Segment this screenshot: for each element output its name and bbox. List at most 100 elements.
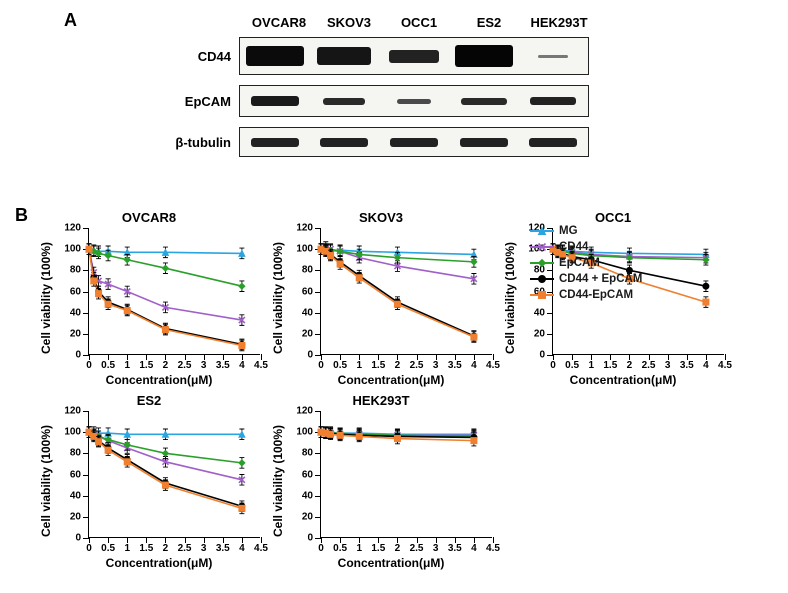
blot-band xyxy=(530,97,576,105)
panel-b-label: B xyxy=(15,205,28,226)
legend-swatch xyxy=(530,257,554,269)
x-tick-label: 0 xyxy=(86,360,92,371)
blot-lane xyxy=(449,38,519,74)
x-tick-label: 2.5 xyxy=(642,360,656,371)
blot-lane xyxy=(310,86,380,116)
blot-band xyxy=(251,96,299,106)
y-tick-label: 120 xyxy=(64,223,81,234)
x-tick-label: 0.5 xyxy=(333,543,347,554)
blot-col-header: HEK293T xyxy=(524,15,594,30)
y-tick-label: 20 xyxy=(70,511,81,522)
legend-label: EpCAM xyxy=(559,257,600,269)
blot-band xyxy=(455,45,513,67)
x-axis-label: Concentration(μM) xyxy=(50,373,268,387)
y-tick-label: 80 xyxy=(70,448,81,459)
x-tick-label: 4.5 xyxy=(254,543,268,554)
x-tick-label: 2.5 xyxy=(410,360,424,371)
x-tick-label: 3.5 xyxy=(680,360,694,371)
plot-area: 02040608010012000.511.522.533.544.5 xyxy=(88,228,260,355)
x-tick-label: 2 xyxy=(395,360,401,371)
blot-headers: OVCAR8SKOV3OCC1ES2HEK293T xyxy=(244,15,594,30)
blot-lane xyxy=(240,38,310,74)
legend-item: CD44 + EpCAM xyxy=(530,273,642,285)
blot-lane xyxy=(379,38,449,74)
y-tick-label: 100 xyxy=(64,244,81,255)
x-tick-label: 4.5 xyxy=(718,360,732,371)
legend-item: CD44-EpCAM xyxy=(530,289,642,301)
x-tick-label: 2.5 xyxy=(178,360,192,371)
blot-lane xyxy=(379,128,449,156)
blot-row: EpCAM xyxy=(174,85,589,117)
y-tick-label: 40 xyxy=(534,307,545,318)
y-tick-label: 100 xyxy=(296,427,313,438)
y-tick-label: 80 xyxy=(302,265,313,276)
x-tick-label: 4 xyxy=(471,360,477,371)
y-tick-label: 100 xyxy=(296,244,313,255)
blot-lane xyxy=(379,86,449,116)
x-tick-label: 4 xyxy=(239,543,245,554)
blot-lane xyxy=(518,128,588,156)
blot-box xyxy=(239,37,589,75)
blot-lane xyxy=(518,38,588,74)
y-tick-label: 60 xyxy=(70,469,81,480)
y-tick-label: 0 xyxy=(307,533,313,544)
x-tick-label: 2.5 xyxy=(410,543,424,554)
x-tick-label: 0 xyxy=(318,543,324,554)
panel-a-label: A xyxy=(64,10,77,31)
y-tick-label: 40 xyxy=(302,307,313,318)
blot-band xyxy=(461,98,507,105)
x-tick-label: 2.5 xyxy=(178,543,192,554)
chart-svg xyxy=(89,411,261,538)
x-tick-label: 4 xyxy=(703,360,709,371)
plot-area: 02040608010012000.511.522.533.544.5 xyxy=(320,411,492,538)
blot-band xyxy=(529,138,577,147)
blot-col-header: ES2 xyxy=(454,15,524,30)
x-tick-label: 1 xyxy=(356,543,362,554)
legend-item: EpCAM xyxy=(530,257,642,269)
blot-row-label: CD44 xyxy=(174,49,239,64)
y-tick-label: 40 xyxy=(70,307,81,318)
x-tick-label: 1.5 xyxy=(139,543,153,554)
x-tick-label: 2 xyxy=(395,543,401,554)
x-tick-label: 1 xyxy=(124,360,130,371)
y-tick-label: 60 xyxy=(302,286,313,297)
chart-grid: OVCAR8Cell viability (100%)Concentration… xyxy=(50,210,768,568)
blot-col-header: OCC1 xyxy=(384,15,454,30)
blot-col-header: OVCAR8 xyxy=(244,15,314,30)
legend-item: CD44 xyxy=(530,241,642,253)
y-tick-label: 40 xyxy=(302,490,313,501)
legend-swatch xyxy=(530,225,554,237)
x-tick-label: 0.5 xyxy=(101,360,115,371)
blot-band xyxy=(460,138,508,147)
x-axis-label: Concentration(μM) xyxy=(514,373,732,387)
y-tick-label: 60 xyxy=(70,286,81,297)
y-tick-label: 60 xyxy=(302,469,313,480)
x-tick-label: 4 xyxy=(239,360,245,371)
y-axis-label: Cell viability (100%) xyxy=(271,424,285,536)
x-tick-label: 0 xyxy=(550,360,556,371)
chart-cell: OVCAR8Cell viability (100%)Concentration… xyxy=(50,210,268,385)
chart-cell: ES2Cell viability (100%)Concentration(μM… xyxy=(50,393,268,568)
x-tick-label: 0 xyxy=(318,360,324,371)
x-tick-label: 3 xyxy=(433,360,439,371)
x-tick-label: 3.5 xyxy=(216,543,230,554)
blot-lane xyxy=(310,128,380,156)
y-tick-label: 0 xyxy=(307,350,313,361)
x-tick-label: 4.5 xyxy=(486,543,500,554)
blot-band xyxy=(538,55,568,58)
x-tick-label: 3.5 xyxy=(448,360,462,371)
plot-area: 02040608010012000.511.522.533.544.5 xyxy=(88,411,260,538)
x-tick-label: 4 xyxy=(471,543,477,554)
x-tick-label: 3.5 xyxy=(216,360,230,371)
y-axis-label: Cell viability (100%) xyxy=(39,241,53,353)
chart-svg xyxy=(89,228,261,355)
y-axis-label: Cell viability (100%) xyxy=(503,241,517,353)
x-tick-label: 2 xyxy=(627,360,633,371)
blot-row-label: EpCAM xyxy=(174,94,239,109)
x-axis-label: Concentration(μM) xyxy=(282,556,500,570)
x-tick-label: 3 xyxy=(665,360,671,371)
y-tick-label: 100 xyxy=(64,427,81,438)
x-tick-label: 3 xyxy=(201,543,207,554)
blot-lane xyxy=(310,38,380,74)
panel-b: B OVCAR8Cell viability (100%)Concentrati… xyxy=(20,210,768,568)
